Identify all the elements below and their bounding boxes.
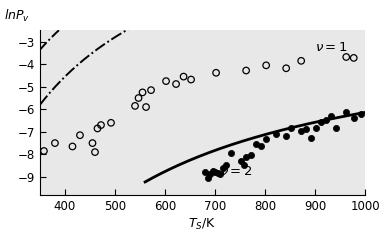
- Point: [213, 71, 219, 75]
- Point: [253, 142, 259, 146]
- Point: [243, 69, 249, 72]
- Point: [238, 159, 244, 163]
- Point: [89, 141, 96, 145]
- Point: [180, 75, 187, 79]
- Point: [77, 133, 83, 137]
- Point: [351, 56, 357, 60]
- Point: [135, 96, 142, 100]
- Point: [228, 151, 234, 155]
- Point: [241, 163, 247, 167]
- Point: [298, 59, 304, 63]
- Point: [173, 82, 179, 86]
- Point: [313, 126, 319, 130]
- Point: [248, 153, 254, 157]
- Point: [217, 172, 223, 176]
- Point: [92, 150, 98, 154]
- Point: [108, 121, 114, 125]
- Text: $lnP_v$: $lnP_v$: [4, 8, 30, 24]
- Point: [139, 91, 146, 94]
- Point: [163, 79, 169, 83]
- Point: [273, 132, 279, 136]
- Point: [204, 176, 211, 180]
- Point: [263, 63, 269, 67]
- Point: [143, 105, 149, 109]
- Point: [328, 114, 334, 118]
- Point: [98, 123, 104, 127]
- Point: [243, 155, 249, 159]
- Point: [288, 126, 294, 130]
- Point: [132, 104, 138, 108]
- Point: [343, 110, 349, 114]
- Point: [308, 136, 314, 140]
- Point: [351, 116, 357, 120]
- Point: [343, 55, 349, 59]
- Point: [52, 141, 58, 145]
- Point: [219, 166, 226, 170]
- Point: [258, 144, 264, 148]
- Point: [41, 149, 47, 153]
- Point: [358, 112, 364, 116]
- Text: $\nu = 1$: $\nu = 1$: [315, 41, 348, 54]
- X-axis label: $T_S$/K: $T_S$/K: [188, 217, 217, 232]
- Point: [207, 172, 213, 175]
- Point: [214, 171, 221, 175]
- Point: [69, 145, 75, 148]
- Point: [303, 127, 309, 131]
- Point: [148, 88, 154, 92]
- Point: [202, 170, 208, 174]
- Point: [318, 120, 324, 124]
- Point: [283, 66, 289, 70]
- Text: $\nu = 2$: $\nu = 2$: [221, 165, 253, 179]
- Point: [263, 137, 269, 141]
- Point: [223, 163, 229, 167]
- Point: [323, 118, 329, 122]
- Point: [188, 78, 194, 81]
- Point: [298, 130, 304, 133]
- Point: [212, 170, 218, 174]
- Point: [283, 134, 289, 138]
- Point: [333, 126, 339, 130]
- Point: [209, 169, 216, 173]
- Point: [94, 126, 101, 130]
